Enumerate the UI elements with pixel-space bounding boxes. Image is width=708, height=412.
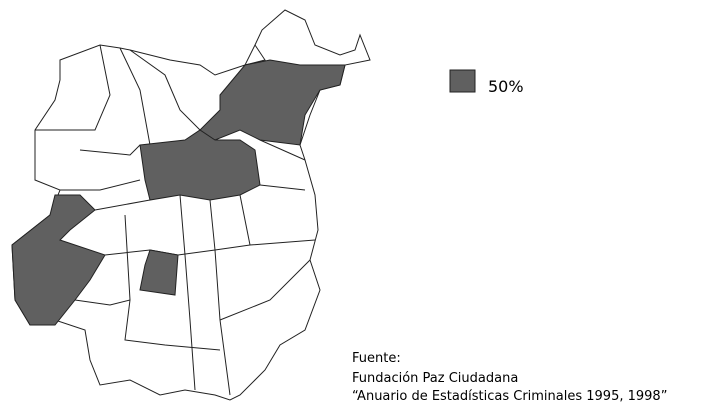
source-publication: “Anuario de Estadísticas Criminales 1995… — [352, 389, 667, 404]
highlighted-districts — [11, 59, 346, 326]
district — [11, 194, 106, 326]
district — [139, 249, 179, 296]
district — [139, 129, 261, 201]
district-borders — [35, 44, 316, 396]
legend-swatch — [449, 69, 476, 93]
source-organization: Fundación Paz Ciudadana — [352, 371, 518, 386]
source-heading: Fuente: — [352, 351, 401, 366]
legend-label: 50% — [488, 77, 524, 96]
